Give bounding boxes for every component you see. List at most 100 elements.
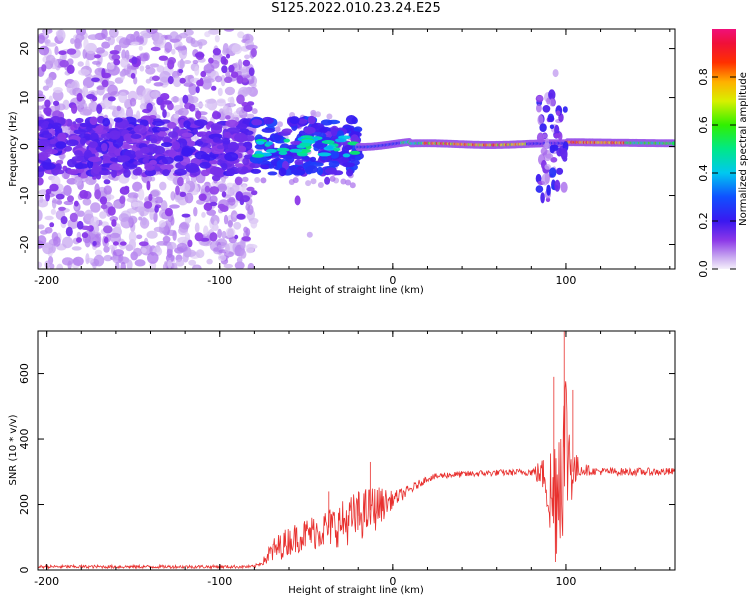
spectrogram-cell bbox=[109, 216, 119, 222]
spectrogram-cell bbox=[146, 180, 151, 191]
spectrogram-cell bbox=[227, 96, 234, 103]
spectrogram-cell bbox=[535, 173, 542, 184]
spectrogram-cell bbox=[306, 231, 313, 238]
snr-panel: -200 -100 0 100 0 200 400 600 Height of straigh… bbox=[8, 330, 676, 596]
spectrogram-cell bbox=[562, 106, 568, 113]
spectrogram-cell bbox=[260, 164, 270, 170]
spectrogram-cell bbox=[66, 139, 79, 147]
spectrogram-cell bbox=[78, 69, 90, 76]
spectrogram-cell bbox=[95, 47, 105, 54]
spectrogram-cell bbox=[185, 162, 199, 172]
spectrogram-cell bbox=[226, 185, 231, 198]
spectrogram-cell bbox=[539, 123, 547, 132]
spectrogram-cell bbox=[206, 258, 213, 265]
spectrogram-cell bbox=[183, 82, 194, 87]
spectrogram-cell bbox=[221, 230, 227, 239]
spectrogram-cell bbox=[74, 163, 89, 169]
spectrogram-cell bbox=[162, 169, 170, 177]
spectrogram-cell bbox=[101, 72, 111, 79]
spectrogram-cell bbox=[319, 127, 328, 134]
spectrogram-cell bbox=[120, 261, 126, 269]
spectrogram-cell bbox=[117, 155, 131, 162]
spectrogram-cell bbox=[317, 152, 332, 157]
spectrogram-cell bbox=[179, 77, 186, 84]
spectrogram-cell bbox=[560, 181, 568, 193]
spectrogram-cell bbox=[554, 179, 561, 192]
snr-y-tick-label: 200 bbox=[18, 494, 31, 515]
spectrogram-cell bbox=[74, 177, 82, 186]
spectrogram-cell bbox=[92, 60, 101, 65]
spectrogram-cell bbox=[353, 126, 363, 133]
spectrogram-cell bbox=[225, 119, 239, 128]
spectrogram-cell bbox=[94, 189, 101, 200]
spectrogram-cell bbox=[84, 149, 92, 158]
spectrogram-cell bbox=[224, 152, 239, 162]
spectrogram-cell bbox=[250, 219, 258, 229]
spectrogram-cell bbox=[208, 57, 214, 64]
spectrogram-cell bbox=[91, 77, 100, 83]
spectrogram-cell bbox=[310, 178, 317, 185]
spectrogram-cell bbox=[233, 221, 242, 230]
spectrogram-cell bbox=[188, 96, 199, 104]
spectrogram-cell bbox=[540, 147, 548, 156]
spectrogram-cell bbox=[123, 168, 131, 178]
spectrogram-cell bbox=[183, 120, 191, 129]
spectrogram-cell bbox=[50, 208, 57, 215]
spectrogram-cell bbox=[251, 190, 258, 196]
spectrogram-cell bbox=[195, 249, 205, 259]
spectrogram-cell bbox=[241, 184, 247, 194]
spectrogram-cell bbox=[87, 34, 100, 40]
spectrogram-cell bbox=[167, 76, 174, 85]
spectrogram-cell bbox=[67, 158, 77, 168]
snr-x-tick-label: 100 bbox=[555, 575, 576, 588]
spectrogram-cell bbox=[49, 263, 55, 269]
snr-x-tick-label: 0 bbox=[389, 575, 396, 588]
spectrogram-cell bbox=[131, 174, 139, 180]
snr-y-tick-label: 600 bbox=[18, 363, 31, 384]
spectrogram-cell bbox=[294, 195, 301, 206]
spectrogram-cell bbox=[223, 263, 233, 269]
spectrogram-cell bbox=[79, 122, 90, 127]
spectrogram-cell bbox=[103, 254, 113, 262]
spectrogram-cell bbox=[66, 83, 72, 93]
spectrogram-cell bbox=[101, 29, 108, 39]
spectrogram-cell bbox=[166, 241, 177, 250]
spectrogram-cell bbox=[51, 199, 63, 204]
spectrogram-cell bbox=[118, 37, 130, 49]
spectrogram-cell bbox=[211, 85, 217, 91]
spectrogram-cell bbox=[66, 64, 75, 75]
spectrogram-cell bbox=[162, 109, 167, 119]
spectrogram-cell bbox=[42, 243, 53, 248]
spectrogram-cell bbox=[554, 124, 560, 136]
spectrogram-cell bbox=[175, 110, 185, 115]
colorbar-tick-label: 0.4 bbox=[697, 164, 710, 182]
spectrogram-cell bbox=[101, 41, 111, 49]
spectrogram-cell bbox=[221, 191, 227, 198]
spectrogram-cell bbox=[209, 186, 220, 195]
spectrogram-cell bbox=[44, 260, 51, 269]
spectrogram-cell bbox=[144, 208, 157, 213]
spectrogram-cell bbox=[142, 157, 149, 164]
spectrogram-cell bbox=[139, 65, 145, 72]
spectrogram-cell bbox=[54, 45, 59, 56]
spectrogram-cell bbox=[227, 220, 233, 228]
spectrogram-x-tick-label: -200 bbox=[34, 274, 59, 287]
spectrogram-cell bbox=[236, 256, 243, 264]
spectrogram-cell bbox=[44, 99, 51, 108]
spectrogram-cell bbox=[71, 104, 78, 114]
spectrogram-cell bbox=[175, 185, 180, 196]
spectrogram-cell bbox=[220, 56, 227, 65]
spectrogram-cell bbox=[546, 184, 551, 195]
spectrogram-cell bbox=[111, 219, 117, 227]
spectrogram-cell bbox=[54, 163, 62, 172]
spectrogram-cell bbox=[55, 141, 67, 149]
spectrogram-cell bbox=[188, 259, 197, 266]
spectrogram-cell bbox=[128, 231, 137, 243]
spectrogram-cell bbox=[329, 175, 336, 182]
spectrogram-cell bbox=[185, 176, 190, 185]
spectrogram-cell bbox=[60, 216, 68, 225]
spectrogram-cell bbox=[250, 168, 262, 174]
page-title: S125.2022.010.23.24.E25 bbox=[271, 1, 441, 16]
spectrogram-cell bbox=[560, 148, 568, 160]
